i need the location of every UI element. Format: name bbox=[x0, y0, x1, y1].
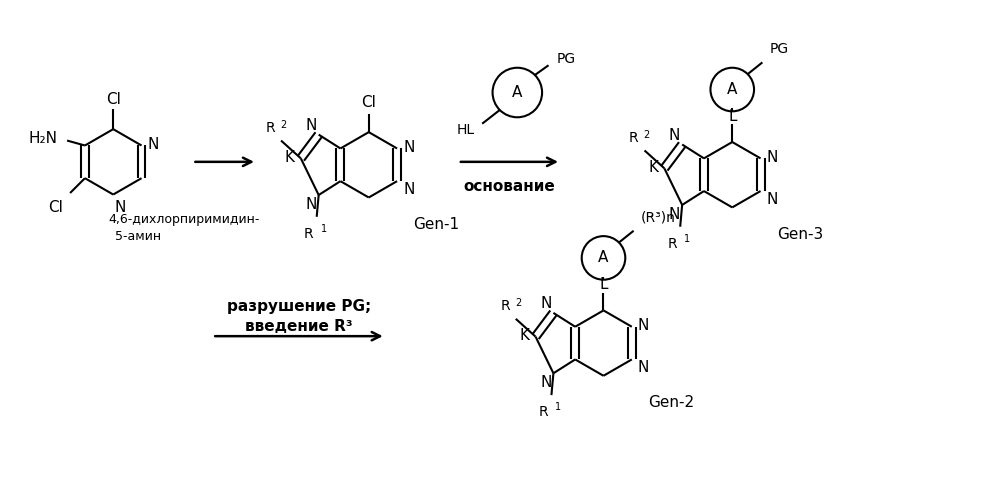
Text: R: R bbox=[500, 299, 509, 313]
Text: 2: 2 bbox=[280, 120, 287, 129]
Text: A: A bbox=[727, 82, 737, 97]
Text: 1: 1 bbox=[321, 224, 327, 234]
Text: L: L bbox=[599, 277, 607, 292]
Text: 2: 2 bbox=[643, 129, 649, 139]
Text: 2: 2 bbox=[514, 298, 521, 308]
Text: K: K bbox=[285, 150, 295, 165]
Text: Cl: Cl bbox=[48, 200, 63, 215]
Text: 5-амин: 5-амин bbox=[115, 230, 161, 243]
Text: H₂N: H₂N bbox=[28, 131, 57, 146]
Text: PG: PG bbox=[556, 52, 575, 66]
Text: N: N bbox=[306, 197, 317, 212]
Text: Cl: Cl bbox=[106, 92, 121, 107]
Text: Cl: Cl bbox=[362, 95, 377, 110]
Text: A: A bbox=[512, 85, 522, 100]
Text: 1: 1 bbox=[684, 234, 690, 244]
Text: N: N bbox=[148, 137, 159, 152]
Text: R: R bbox=[629, 130, 638, 144]
Text: 1: 1 bbox=[555, 402, 561, 412]
Text: Gen-1: Gen-1 bbox=[414, 217, 460, 232]
Text: N: N bbox=[403, 182, 415, 197]
Text: PG: PG bbox=[769, 42, 788, 56]
Text: N: N bbox=[637, 318, 649, 333]
Text: A: A bbox=[598, 250, 608, 265]
Text: N: N bbox=[403, 140, 415, 155]
Text: R: R bbox=[667, 237, 677, 250]
Text: основание: основание bbox=[464, 179, 555, 194]
Text: введение R³: введение R³ bbox=[245, 319, 353, 334]
Text: 4,6-дихлорпиримидин-: 4,6-дихлорпиримидин- bbox=[108, 213, 260, 226]
Text: L: L bbox=[728, 109, 736, 124]
Text: N: N bbox=[766, 192, 778, 207]
Text: R: R bbox=[266, 121, 275, 134]
Text: N: N bbox=[114, 201, 126, 216]
Text: N: N bbox=[540, 375, 551, 390]
Text: N: N bbox=[306, 118, 317, 132]
Text: N: N bbox=[668, 127, 680, 142]
Text: N: N bbox=[637, 361, 649, 375]
Text: HL: HL bbox=[458, 123, 476, 136]
Text: K: K bbox=[648, 160, 658, 175]
Text: N: N bbox=[766, 150, 778, 165]
Text: N: N bbox=[668, 207, 680, 222]
Text: разрушение PG;: разрушение PG; bbox=[227, 299, 371, 314]
Text: R: R bbox=[304, 227, 314, 241]
Text: K: K bbox=[519, 328, 529, 343]
Text: (R³)n: (R³)n bbox=[640, 211, 675, 225]
Text: Gen-3: Gen-3 bbox=[777, 227, 823, 242]
Text: Gen-2: Gen-2 bbox=[648, 395, 694, 410]
Text: N: N bbox=[540, 296, 551, 311]
Text: R: R bbox=[538, 405, 548, 419]
